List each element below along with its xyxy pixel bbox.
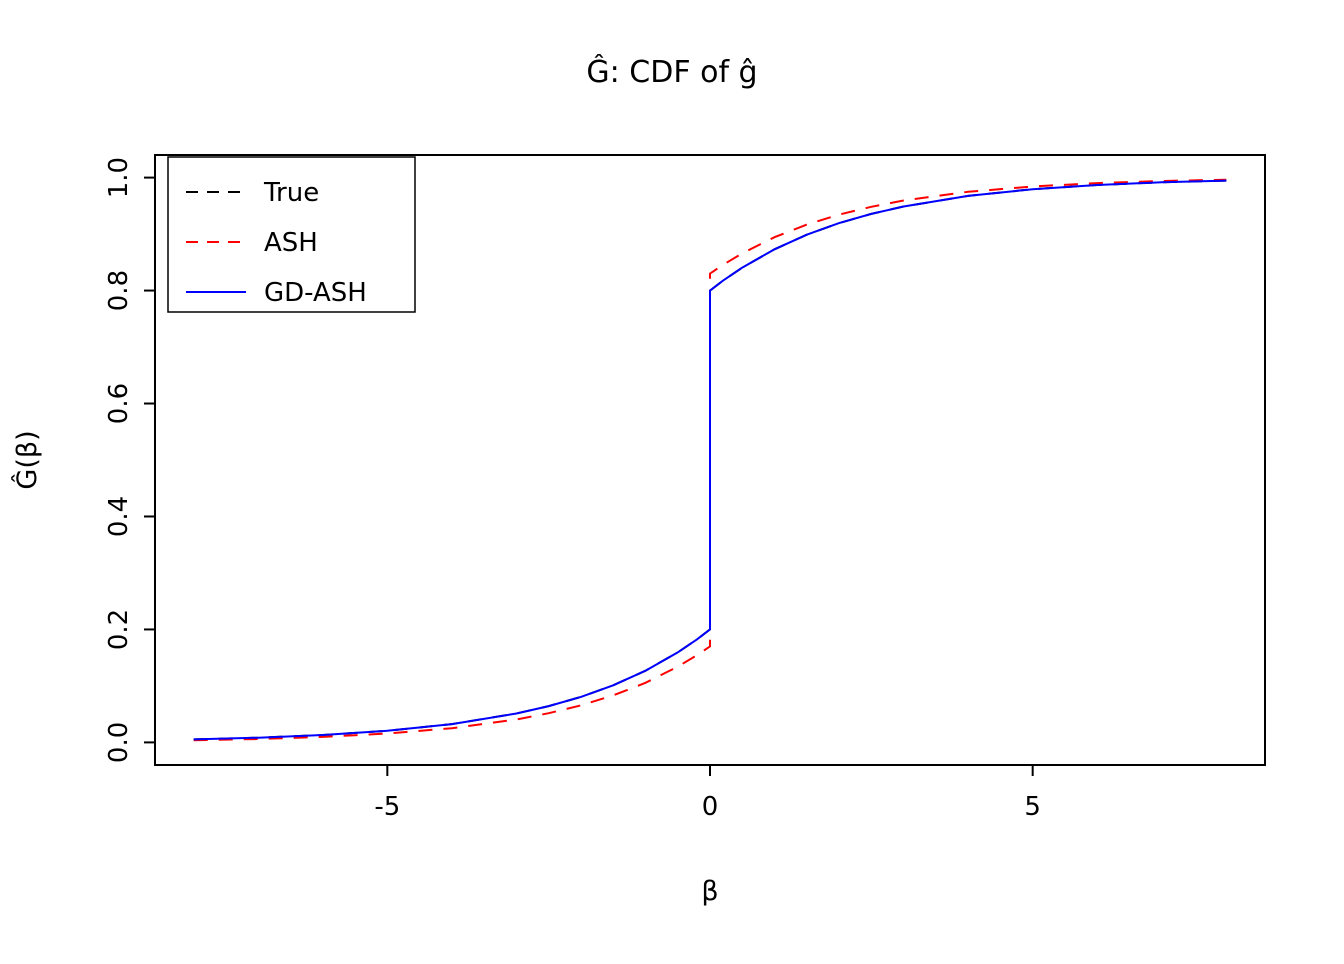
y-axis-label: Ĝ(β) [11,430,43,489]
series-lines [193,178,1227,742]
axis-ticks: -5 0 5 0.0 0.2 0.4 0.6 0.8 1.0 [104,157,1041,822]
x-tick-label: 0 [702,792,719,822]
y-tick-label: 0.0 [104,722,134,763]
y-tick-label: 1.0 [104,157,134,198]
series-line-gd-ash [193,179,1227,741]
legend-label-true: True [263,178,319,208]
x-axis-label: β [701,876,718,907]
x-tick-label: 5 [1024,792,1041,822]
x-tick-label: -5 [374,792,400,822]
y-tick-label: 0.8 [104,270,134,311]
legend-label-gd-ash: GD-ASH [264,278,367,308]
y-tick-label: 0.2 [104,609,134,650]
legend-label-ash: ASH [264,228,318,258]
legend-box [167,156,416,313]
legend: True ASH GD-ASH [167,156,416,313]
y-tick-label: 0.4 [104,496,134,537]
plot-title: Ĝ: CDF of ĝ [586,53,757,90]
y-tick-label: 0.6 [104,383,134,424]
